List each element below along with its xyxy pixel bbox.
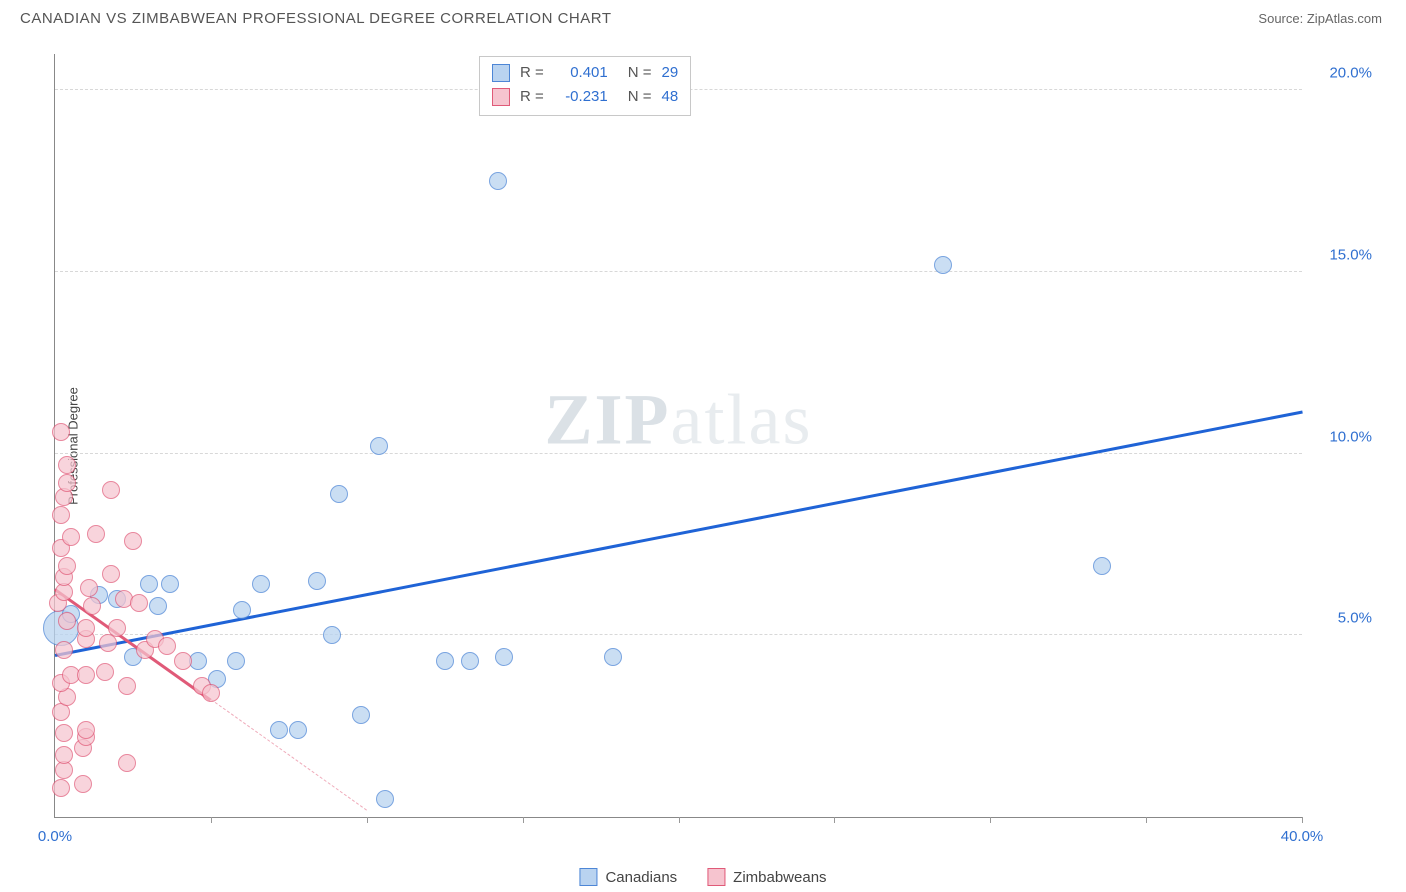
data-point — [489, 172, 507, 190]
data-point — [58, 474, 76, 492]
y-tick-label: 20.0% — [1312, 65, 1372, 82]
x-tick-mark — [367, 817, 368, 823]
data-point — [80, 579, 98, 597]
data-point — [934, 256, 952, 274]
trend-line — [55, 410, 1302, 656]
data-point — [52, 779, 70, 797]
data-point — [83, 597, 101, 615]
stats-swatch — [492, 88, 510, 106]
data-point — [55, 724, 73, 742]
data-point — [102, 565, 120, 583]
data-point — [102, 481, 120, 499]
data-point — [58, 612, 76, 630]
data-point — [174, 652, 192, 670]
data-point — [118, 754, 136, 772]
data-point — [96, 663, 114, 681]
x-tick-mark — [211, 817, 212, 823]
data-point — [77, 666, 95, 684]
data-point — [77, 721, 95, 739]
chart-title: CANADIAN VS ZIMBABWEAN PROFESSIONAL DEGR… — [20, 10, 611, 27]
data-point — [124, 532, 142, 550]
x-tick-label: 0.0% — [38, 828, 72, 845]
legend-swatch — [579, 868, 597, 886]
data-point — [161, 575, 179, 593]
n-label: N = — [628, 61, 652, 85]
data-point — [323, 626, 341, 644]
data-point — [87, 525, 105, 543]
source-link[interactable]: ZipAtlas.com — [1307, 11, 1382, 26]
data-point — [62, 528, 80, 546]
n-value: 48 — [662, 85, 679, 109]
x-tick-mark — [990, 817, 991, 823]
data-point — [108, 619, 126, 637]
data-point — [436, 652, 454, 670]
data-point — [189, 652, 207, 670]
data-point — [130, 594, 148, 612]
trend-line — [211, 699, 367, 811]
data-point — [252, 575, 270, 593]
data-point — [52, 506, 70, 524]
legend-label: Zimbabweans — [733, 869, 826, 886]
stats-row: R = -0.231 N = 48 — [492, 85, 678, 109]
gridline — [55, 271, 1302, 272]
gridline — [55, 634, 1302, 635]
r-value: -0.231 — [554, 85, 608, 109]
data-point — [352, 706, 370, 724]
data-point — [289, 721, 307, 739]
legend-label: Canadians — [605, 869, 677, 886]
n-label: N = — [628, 85, 652, 109]
data-point — [158, 637, 176, 655]
data-point — [74, 775, 92, 793]
data-point — [227, 652, 245, 670]
plot-area: ZIPatlas 5.0%10.0%15.0%20.0%0.0%40.0%R =… — [54, 54, 1302, 818]
data-point — [330, 485, 348, 503]
x-tick-mark — [679, 817, 680, 823]
watermark: ZIPatlas — [545, 379, 813, 462]
gridline — [55, 453, 1302, 454]
data-point — [495, 648, 513, 666]
data-point — [55, 641, 73, 659]
data-point — [58, 557, 76, 575]
x-tick-mark — [1302, 817, 1303, 823]
data-point — [52, 423, 70, 441]
data-point — [308, 572, 326, 590]
stats-row: R = 0.401 N = 29 — [492, 61, 678, 85]
data-point — [58, 456, 76, 474]
y-tick-label: 15.0% — [1312, 247, 1372, 264]
legend: Canadians Zimbabweans — [579, 868, 826, 886]
data-point — [149, 597, 167, 615]
r-label: R = — [520, 61, 544, 85]
data-point — [118, 677, 136, 695]
chart-container: Professional Degree ZIPatlas 5.0%10.0%15… — [20, 40, 1382, 852]
data-point — [55, 746, 73, 764]
stats-box: R = 0.401 N = 29 R = -0.231 N = 48 — [479, 56, 691, 116]
legend-item: Zimbabweans — [707, 868, 826, 886]
data-point — [140, 575, 158, 593]
data-point — [604, 648, 622, 666]
stats-swatch — [492, 64, 510, 82]
legend-item: Canadians — [579, 868, 677, 886]
data-point — [270, 721, 288, 739]
chart-header: CANADIAN VS ZIMBABWEAN PROFESSIONAL DEGR… — [0, 0, 1406, 33]
data-point — [1093, 557, 1111, 575]
r-value: 0.401 — [554, 61, 608, 85]
x-tick-mark — [1146, 817, 1147, 823]
r-label: R = — [520, 85, 544, 109]
data-point — [370, 437, 388, 455]
y-tick-label: 5.0% — [1312, 610, 1372, 627]
data-point — [77, 619, 95, 637]
data-point — [233, 601, 251, 619]
data-point — [461, 652, 479, 670]
x-tick-mark — [523, 817, 524, 823]
chart-source: Source: ZipAtlas.com — [1258, 11, 1382, 26]
n-value: 29 — [662, 61, 679, 85]
x-tick-label: 40.0% — [1281, 828, 1324, 845]
legend-swatch — [707, 868, 725, 886]
x-tick-mark — [834, 817, 835, 823]
data-point — [202, 684, 220, 702]
y-tick-label: 10.0% — [1312, 428, 1372, 445]
data-point — [376, 790, 394, 808]
